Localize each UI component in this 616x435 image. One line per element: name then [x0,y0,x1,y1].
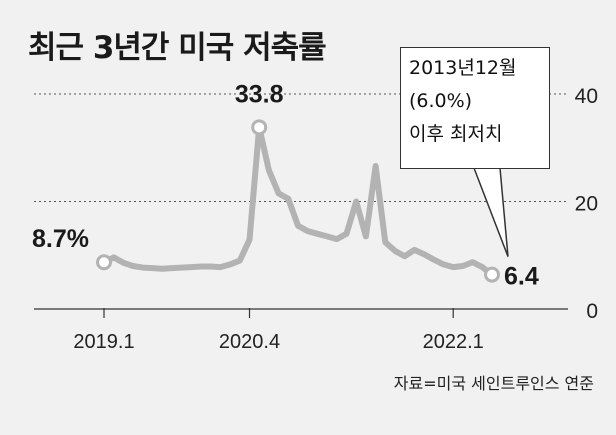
x-tick-label: 2019.1 [73,331,134,353]
highlight-marker [96,254,112,271]
callout-pointer [472,167,509,257]
y-tick-label: 40 [575,85,598,108]
data-point [479,264,485,270]
data-point [441,261,446,267]
data-point [111,254,117,260]
data-point [421,251,427,257]
data-point [169,265,175,271]
source-note: 자료=미국 세인트루인스 연준 [393,374,594,393]
annotation-callout: 2013년12월 (6.0%) 이후 최저치 [400,47,550,169]
data-point [305,228,311,234]
data-point [402,253,408,259]
data-point [392,248,398,254]
data-point [247,237,252,243]
highlight-marker [251,119,268,136]
data-point [363,233,369,239]
data-point [344,231,349,237]
x-tick-label: 2020.4 [219,331,280,353]
data-label: 8.7% [32,225,89,253]
data-point [431,257,437,263]
data-point [217,264,223,270]
data-label: 33.8 [235,80,284,108]
y-tick-label: 20 [575,193,598,216]
data-point [179,265,185,271]
data-point [460,263,466,269]
data-point [266,167,272,173]
data-point [285,196,291,202]
data-point [237,258,243,264]
data-point [198,264,204,270]
data-point [208,264,214,270]
data-label: 6.4 [504,263,539,291]
data-point [450,264,456,270]
x-tick-label: 2022.1 [423,331,484,353]
data-point [276,190,282,196]
data-point [334,236,340,242]
data-point [140,265,146,271]
highlight-marker [484,266,500,283]
data-point [130,263,136,269]
data-point [314,231,320,237]
annotation-line-1: 2013년12월 [409,57,517,79]
chart-title: 최근 3년간 미국 저축률 [28,30,327,66]
data-point [324,233,330,239]
data-point [373,163,379,169]
label-layer: 8.7% 33.8 6.4 [32,80,539,290]
data-point [382,239,388,245]
data-point [470,259,476,265]
y-tick-label: 0 [586,300,598,323]
series-layer [96,119,500,283]
annotation-line-3: 이후 최저치 [409,123,503,145]
data-point [120,260,126,266]
axis-layer: 0 20 40 2019.1 2020.4 2022.1 [34,85,598,353]
data-point [159,266,165,272]
annotation-line-2: (6.0%) [409,90,473,112]
data-point [353,199,359,204]
data-point [295,223,301,229]
data-point [150,265,155,271]
data-point [411,247,417,253]
data-point [227,261,233,267]
data-point [188,264,194,270]
